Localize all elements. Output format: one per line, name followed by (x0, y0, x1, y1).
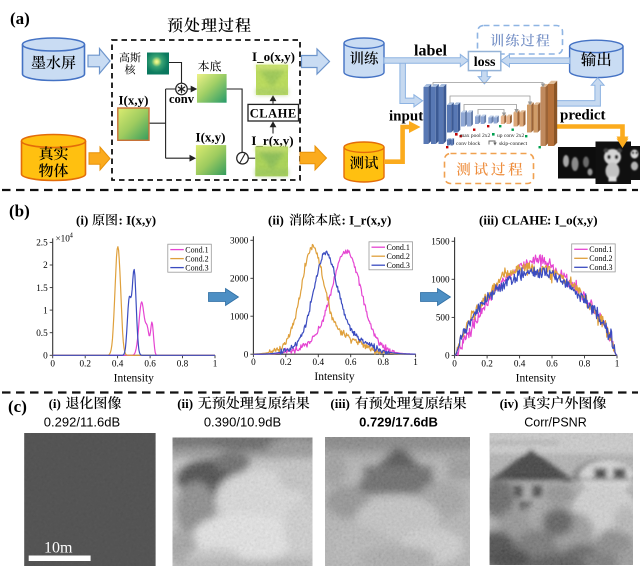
svg-text:CLAHE: CLAHE (250, 106, 297, 120)
svg-text:0.292/11.6dB: 0.292/11.6dB (44, 415, 120, 430)
svg-text:0: 0 (43, 351, 48, 361)
svg-text:Corr/PSNR: Corr/PSNR (524, 416, 587, 430)
svg-text:loss: loss (474, 55, 496, 70)
svg-text:0: 0 (251, 357, 256, 367)
svg-text:Intensity: Intensity (314, 371, 354, 383)
svg-text:1: 1 (43, 305, 48, 315)
svg-text:Intensity: Intensity (516, 372, 556, 384)
svg-text:(i): (i) (76, 213, 88, 228)
svg-text:1: 1 (413, 357, 418, 367)
svg-text:(b): (b) (9, 202, 30, 221)
svg-text:: I_o(x,y): : I_o(x,y) (547, 213, 598, 228)
svg-text:(iii): (iii) (330, 396, 350, 411)
svg-text:4: 4 (70, 233, 74, 240)
svg-text:(ii): (ii) (268, 213, 284, 228)
svg-text:Cond.2: Cond.2 (387, 252, 410, 261)
svg-text:0: 0 (244, 349, 249, 359)
svg-text:: I_r(x,y): : I_r(x,y) (342, 213, 392, 228)
svg-text:I(x,y): I(x,y) (119, 93, 149, 108)
svg-text:×10: ×10 (56, 234, 71, 244)
svg-text:Cond.1: Cond.1 (185, 245, 208, 254)
svg-text:Cond.2: Cond.2 (185, 254, 208, 263)
svg-text:0.729/17.6dB: 0.729/17.6dB (359, 415, 438, 430)
svg-text:2.5: 2.5 (36, 238, 48, 248)
svg-text:0: 0 (452, 358, 457, 368)
svg-text:0.2: 0.2 (79, 358, 91, 368)
svg-text:Cond.2: Cond.2 (589, 254, 612, 263)
svg-text:I(x,y): I(x,y) (196, 130, 226, 145)
svg-text:1: 1 (213, 358, 218, 368)
svg-text:(a): (a) (10, 9, 30, 28)
svg-text:0.4: 0.4 (112, 358, 124, 368)
svg-text:predict: predict (560, 108, 606, 124)
svg-text:1500: 1500 (431, 237, 450, 247)
svg-text:1000: 1000 (230, 311, 249, 321)
svg-text:0.8: 0.8 (377, 357, 389, 367)
svg-text:Cond.3: Cond.3 (589, 263, 612, 272)
svg-text:1.5: 1.5 (36, 283, 48, 293)
svg-text:Cond.1: Cond.1 (387, 243, 410, 252)
svg-text:Cond.3: Cond.3 (185, 263, 208, 272)
svg-text:2: 2 (43, 260, 48, 270)
svg-text:(iii) CLAHE: (iii) CLAHE (479, 213, 548, 228)
svg-text:skip-connect: skip-connect (499, 141, 528, 147)
svg-text:1: 1 (615, 358, 620, 368)
svg-text:conv: conv (169, 92, 195, 106)
svg-text:I_r(x,y): I_r(x,y) (251, 133, 293, 148)
svg-text:0.6: 0.6 (144, 358, 156, 368)
svg-text:(c): (c) (8, 397, 27, 416)
svg-text:1000: 1000 (431, 275, 450, 285)
svg-text:500: 500 (436, 313, 450, 323)
svg-text:0.8: 0.8 (579, 358, 591, 368)
svg-text:(iv): (iv) (500, 396, 519, 411)
svg-text:0.6: 0.6 (345, 357, 357, 367)
svg-text:0.5: 0.5 (36, 328, 48, 338)
svg-text:label: label (414, 43, 447, 60)
svg-text:0: 0 (50, 358, 55, 368)
svg-text:0.8: 0.8 (177, 358, 189, 368)
svg-text:0.2: 0.2 (280, 357, 292, 367)
svg-text:0.4: 0.4 (313, 357, 325, 367)
svg-text:0.390/10.9dB: 0.390/10.9dB (204, 415, 281, 430)
svg-text:2000: 2000 (230, 274, 249, 284)
svg-text:I_o(x,y): I_o(x,y) (252, 49, 295, 64)
svg-text:: I(x,y): : I(x,y) (119, 213, 157, 228)
svg-text:Intensity: Intensity (114, 372, 154, 384)
svg-text:max pool 2x2: max pool 2x2 (460, 133, 490, 139)
svg-text:input: input (389, 109, 423, 125)
svg-text:0: 0 (445, 351, 450, 361)
svg-text:Cond.1: Cond.1 (589, 245, 612, 254)
svg-text:Cond.3: Cond.3 (387, 261, 410, 270)
svg-text:conv block: conv block (456, 141, 481, 147)
svg-text:10m: 10m (44, 540, 73, 557)
svg-text:0.6: 0.6 (546, 358, 558, 368)
svg-text:0.4: 0.4 (514, 358, 526, 368)
svg-text:(i): (i) (49, 396, 61, 411)
svg-text:3000: 3000 (230, 236, 249, 246)
svg-text:0.2: 0.2 (481, 358, 493, 368)
svg-text:up conv 2x2: up conv 2x2 (497, 133, 524, 139)
svg-text:(ii): (ii) (177, 396, 193, 411)
